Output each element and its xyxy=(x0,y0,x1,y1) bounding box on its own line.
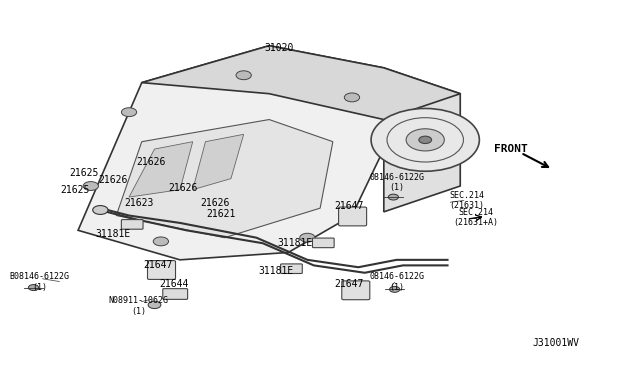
Text: 21623: 21623 xyxy=(124,198,153,208)
Circle shape xyxy=(419,136,431,144)
Text: 21626: 21626 xyxy=(136,157,166,167)
Text: 21647: 21647 xyxy=(143,260,172,270)
Text: 31181E: 31181E xyxy=(95,229,131,239)
Polygon shape xyxy=(78,46,384,260)
Circle shape xyxy=(390,286,400,292)
Text: 21647: 21647 xyxy=(334,201,364,211)
Circle shape xyxy=(83,182,99,190)
Polygon shape xyxy=(116,119,333,238)
Text: 08146-6122G
(1): 08146-6122G (1) xyxy=(369,272,424,292)
Circle shape xyxy=(300,233,315,242)
Polygon shape xyxy=(142,46,460,119)
FancyBboxPatch shape xyxy=(163,289,188,299)
Text: 21625: 21625 xyxy=(70,168,99,178)
Text: SEC.214
(21631+A): SEC.214 (21631+A) xyxy=(454,208,499,227)
Text: 31020: 31020 xyxy=(264,42,293,52)
Text: N08911-1062G
(1): N08911-1062G (1) xyxy=(109,296,168,316)
Text: SEC.214
(21631): SEC.214 (21631) xyxy=(449,191,484,211)
Polygon shape xyxy=(129,142,193,197)
FancyBboxPatch shape xyxy=(147,260,175,279)
Text: 21626: 21626 xyxy=(168,183,198,193)
Text: J31001WV: J31001WV xyxy=(532,338,579,348)
Text: 31181E: 31181E xyxy=(258,266,293,276)
Text: 21647: 21647 xyxy=(334,279,364,289)
Text: B08146-6122G
(1): B08146-6122G (1) xyxy=(10,272,70,292)
Circle shape xyxy=(93,206,108,214)
Circle shape xyxy=(236,71,252,80)
Circle shape xyxy=(28,285,38,291)
Polygon shape xyxy=(384,68,460,212)
Text: 21626: 21626 xyxy=(99,176,128,186)
Circle shape xyxy=(344,93,360,102)
Circle shape xyxy=(388,194,399,200)
Text: 31181E: 31181E xyxy=(277,238,312,248)
Text: 21621: 21621 xyxy=(207,209,236,219)
Text: 21625: 21625 xyxy=(60,185,90,195)
Polygon shape xyxy=(193,134,244,190)
Circle shape xyxy=(153,237,168,246)
FancyBboxPatch shape xyxy=(280,264,302,273)
Circle shape xyxy=(122,108,137,116)
Circle shape xyxy=(371,109,479,171)
Text: 08146-6122G
(1): 08146-6122G (1) xyxy=(369,173,424,192)
FancyBboxPatch shape xyxy=(312,238,334,248)
FancyBboxPatch shape xyxy=(122,219,143,229)
FancyBboxPatch shape xyxy=(339,207,367,226)
FancyBboxPatch shape xyxy=(342,281,370,300)
Circle shape xyxy=(148,301,161,309)
Circle shape xyxy=(406,129,444,151)
Text: 21626: 21626 xyxy=(200,198,230,208)
Text: FRONT: FRONT xyxy=(494,144,528,154)
Text: 21644: 21644 xyxy=(159,279,188,289)
